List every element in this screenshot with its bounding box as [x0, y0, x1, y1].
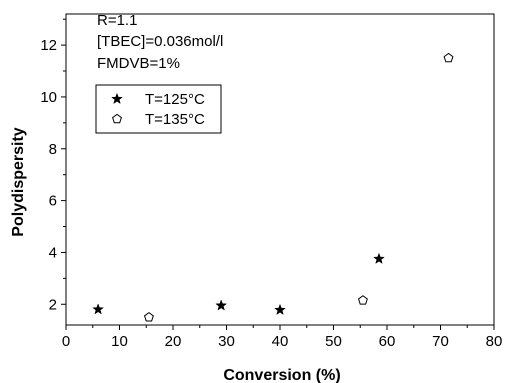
legend-label-135: T=135°C — [145, 111, 205, 128]
x-tick-label: 40 — [272, 333, 289, 350]
y-axis-title: Polydispersity — [10, 127, 27, 236]
x-tick-label: 20 — [165, 333, 182, 350]
legend-marker-pentagon — [112, 113, 122, 124]
x-axis-title: Conversion (%) — [223, 367, 340, 383]
point-t135 — [143, 312, 154, 322]
x-tick-label: 80 — [486, 333, 503, 350]
y-tick-label: 2 — [49, 296, 57, 313]
y-tick-label: 12 — [40, 37, 57, 54]
x-tick-label: 10 — [111, 333, 128, 350]
legend-label-125: T=125°C — [145, 91, 205, 108]
x-tick-label: 60 — [379, 333, 396, 350]
y-tick-label: 4 — [49, 244, 57, 261]
chart-annotations: R=1.1 [TBEC]=0.036mol/l FMDVB=1% — [97, 12, 223, 72]
x-axis-ticks: 0 10 20 30 40 50 60 70 80 — [62, 325, 503, 350]
point-t125 — [215, 299, 228, 311]
y-tick-label: 6 — [49, 193, 57, 210]
annotation-ratio: R=1.1 — [97, 12, 137, 29]
data-points — [92, 52, 454, 322]
legend-box — [95, 84, 222, 134]
legend-pentagon-icon — [112, 113, 122, 124]
legend-marker-star — [111, 92, 123, 105]
x-tick-label: 70 — [432, 333, 449, 350]
y-tick-label: 10 — [40, 89, 57, 106]
point-t125 — [92, 303, 105, 315]
legend-star-icon — [111, 92, 123, 105]
annotation-fmdvb: FMDVB=1% — [97, 55, 180, 72]
x-tick-label: 30 — [218, 333, 235, 350]
y-tick-label: 8 — [49, 141, 57, 158]
y-axis-ticks: 2 4 6 8 10 12 — [40, 18, 66, 313]
annotation-tbec: [TBEC]=0.036mol/l — [97, 33, 223, 50]
x-tick-label: 50 — [325, 333, 342, 350]
point-t125 — [373, 252, 385, 264]
point-t135 — [443, 52, 454, 63]
legend: T=125°C T=135°C — [95, 84, 222, 134]
point-t125 — [274, 303, 286, 316]
x-tick-label: 0 — [62, 333, 70, 350]
point-t135 — [357, 295, 368, 305]
